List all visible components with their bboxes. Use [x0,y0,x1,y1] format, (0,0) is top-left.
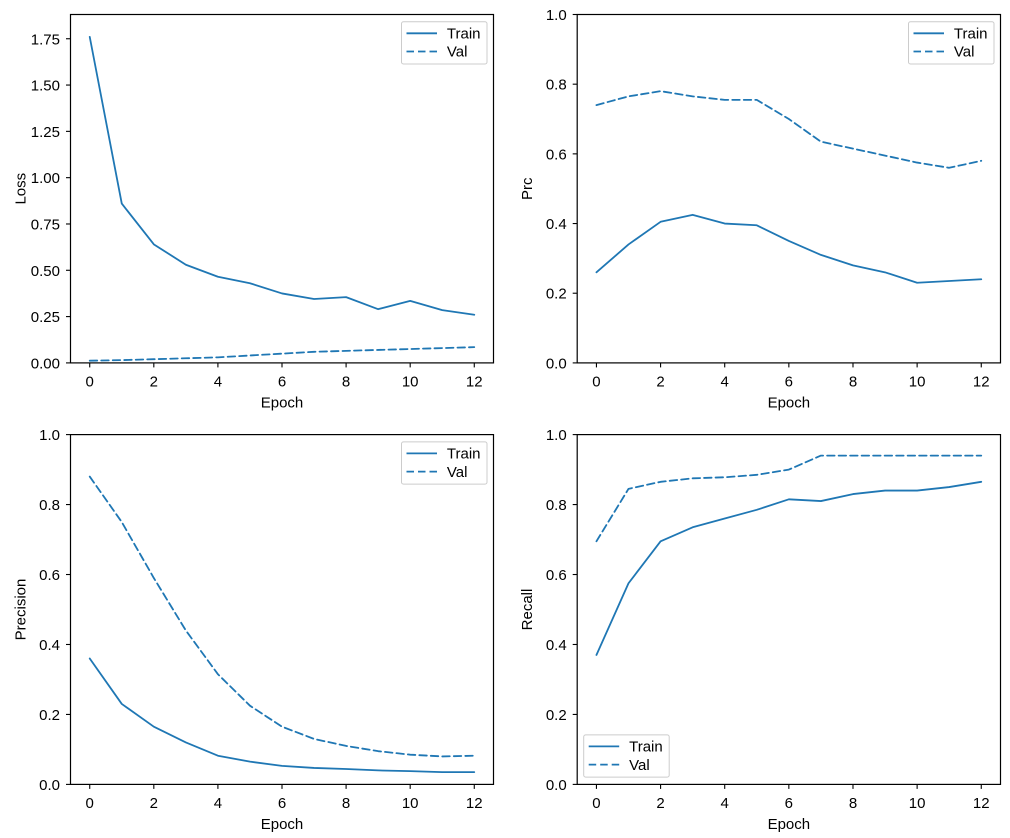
svg-text:4: 4 [214,795,222,812]
svg-text:8: 8 [849,373,857,390]
svg-text:Epoch: Epoch [261,816,304,833]
svg-text:6: 6 [785,373,793,390]
svg-text:2: 2 [656,373,664,390]
svg-text:12: 12 [466,795,483,812]
svg-text:8: 8 [342,795,350,812]
svg-text:Prc: Prc [519,177,536,200]
svg-text:10: 10 [402,373,419,390]
svg-text:Epoch: Epoch [768,816,811,833]
svg-text:1.50: 1.50 [31,78,60,95]
svg-text:0.75: 0.75 [31,216,60,233]
svg-text:1.0: 1.0 [39,427,60,444]
svg-text:Val: Val [447,464,468,481]
svg-text:0.0: 0.0 [546,355,567,372]
svg-text:4: 4 [214,373,222,390]
svg-text:0.4: 0.4 [546,216,567,233]
svg-text:6: 6 [278,795,286,812]
svg-text:10: 10 [909,373,926,390]
svg-text:0.2: 0.2 [39,707,60,724]
svg-text:Loss: Loss [13,173,30,205]
svg-text:0.2: 0.2 [546,286,567,303]
svg-text:0: 0 [592,795,600,812]
svg-text:4: 4 [721,795,729,812]
svg-text:0.50: 0.50 [31,263,60,280]
svg-text:0.6: 0.6 [39,567,60,584]
svg-text:Train: Train [629,739,663,756]
svg-text:8: 8 [849,795,857,812]
svg-text:0.6: 0.6 [546,567,567,584]
svg-text:0: 0 [86,795,94,812]
svg-text:1.0: 1.0 [546,427,567,444]
svg-text:0: 0 [86,373,94,390]
svg-text:4: 4 [721,373,729,390]
svg-text:Val: Val [447,44,468,61]
svg-text:1.25: 1.25 [31,124,60,141]
svg-text:12: 12 [973,373,990,390]
svg-text:Recall: Recall [519,589,536,631]
svg-text:0: 0 [592,373,600,390]
svg-text:Epoch: Epoch [261,394,304,411]
svg-text:0.4: 0.4 [39,637,60,654]
svg-text:Train: Train [447,26,481,43]
svg-text:12: 12 [973,795,990,812]
svg-text:10: 10 [909,795,926,812]
svg-text:1.0: 1.0 [546,7,567,24]
svg-text:1.00: 1.00 [31,170,60,187]
svg-text:Train: Train [954,26,988,43]
svg-text:0.0: 0.0 [39,777,60,794]
svg-text:1.75: 1.75 [31,31,60,48]
svg-text:2: 2 [656,795,664,812]
svg-text:8: 8 [342,373,350,390]
svg-text:0.25: 0.25 [31,309,60,326]
svg-text:12: 12 [466,373,483,390]
svg-text:Val: Val [954,44,975,61]
svg-text:10: 10 [402,795,419,812]
svg-text:Val: Val [629,757,650,774]
svg-text:2: 2 [150,373,158,390]
svg-text:0.4: 0.4 [546,637,567,654]
svg-text:0.2: 0.2 [546,707,567,724]
svg-text:0.0: 0.0 [546,777,567,794]
svg-text:0.8: 0.8 [546,77,567,94]
svg-text:2: 2 [150,795,158,812]
svg-text:Precision: Precision [13,579,30,641]
svg-text:0.6: 0.6 [546,146,567,163]
svg-text:Train: Train [447,446,481,463]
svg-text:6: 6 [278,373,286,390]
svg-text:6: 6 [785,795,793,812]
svg-text:0.8: 0.8 [39,497,60,514]
svg-text:0.00: 0.00 [31,355,60,372]
svg-text:0.8: 0.8 [546,497,567,514]
svg-text:Epoch: Epoch [768,394,811,411]
